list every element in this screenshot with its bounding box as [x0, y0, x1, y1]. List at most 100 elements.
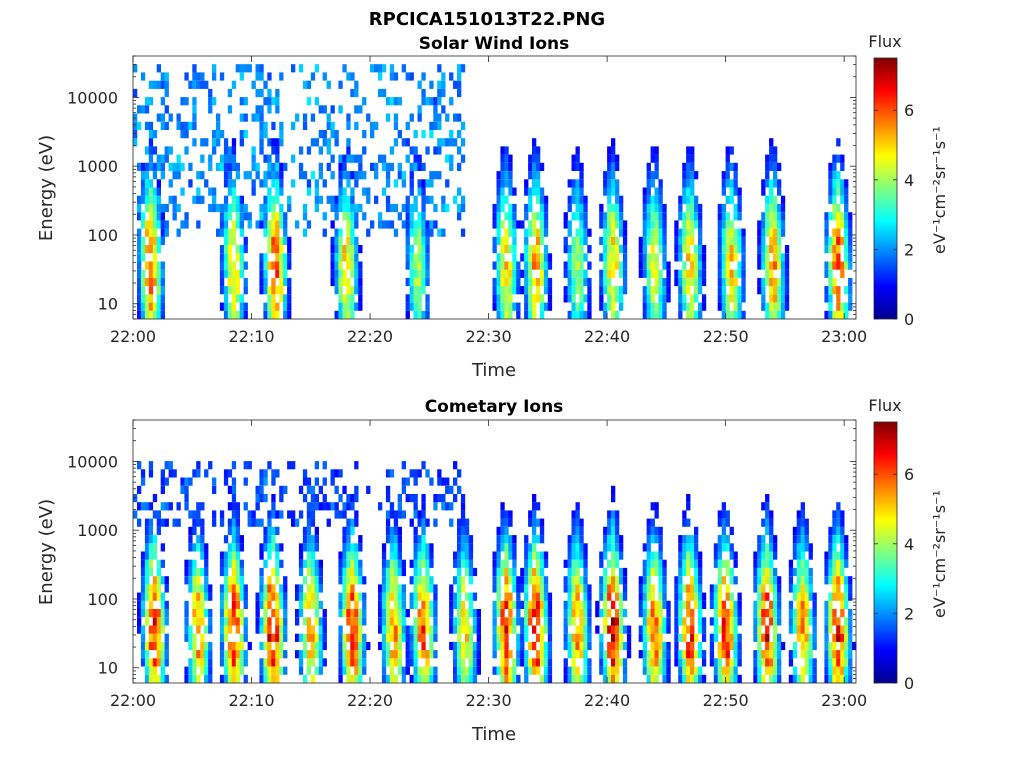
spectrogram-cell [413, 600, 418, 609]
spectrogram-cell [694, 674, 699, 683]
spectrogram-cell [334, 228, 339, 237]
spectrogram-cell [607, 526, 612, 535]
spectrogram-cell [500, 535, 505, 544]
spectrogram-cell [737, 674, 742, 683]
spectrogram-cell [235, 650, 240, 659]
spectrogram-cell [650, 592, 655, 601]
spectrogram-cell [397, 617, 402, 626]
spectrogram-cell [571, 551, 576, 560]
spectrogram-cell [619, 617, 624, 626]
spectrogram-cell [528, 310, 533, 319]
spectrogram-cell [140, 650, 146, 659]
spectrogram-cell [765, 154, 770, 163]
spectrogram-cell [148, 212, 154, 221]
spectrogram-cell [251, 146, 256, 155]
spectrogram-cell [227, 658, 233, 667]
spectrogram-cell [848, 286, 853, 295]
spectrogram-cell [800, 633, 805, 642]
spectrogram-cell [611, 526, 616, 535]
spectrogram-cell [721, 641, 726, 651]
spectrogram-cell [334, 212, 339, 221]
spectrogram-cell [358, 650, 363, 659]
spectrogram-cell [532, 138, 537, 147]
spectrogram-cell [279, 641, 284, 651]
spectrogram-cell [532, 179, 537, 188]
spectrogram-cell [200, 171, 205, 180]
spectrogram-cell [148, 609, 154, 618]
spectrogram-cell [690, 666, 695, 675]
spectrogram-cell [389, 502, 395, 511]
spectrogram-cell [615, 195, 620, 204]
spectrogram-cell [694, 551, 699, 560]
x-tick-label: 22:40 [584, 691, 630, 710]
spectrogram-cell [358, 269, 363, 278]
y-tick-label: 1000 [77, 521, 118, 540]
spectrogram-cell [417, 584, 422, 593]
spectrogram-cell [777, 245, 782, 254]
spectrogram-cell [378, 609, 383, 618]
spectrogram-cell [840, 658, 845, 667]
spectrogram-cell [532, 584, 537, 593]
spectrogram-cell [539, 195, 545, 204]
spectrogram-cell [508, 154, 513, 163]
spectrogram-cell [504, 674, 509, 683]
spectrogram-cell [243, 617, 248, 626]
spectrogram-cell [662, 294, 667, 303]
spectrogram-cell [646, 253, 651, 262]
spectrogram-cell [500, 510, 505, 519]
spectrogram-cell [172, 203, 177, 213]
spectrogram-cell [583, 617, 588, 626]
spectrogram-cell [654, 203, 659, 213]
spectrogram-cell [599, 220, 604, 229]
spectrogram-cell [148, 195, 154, 204]
spectrogram-cell [737, 641, 742, 651]
spectrogram-cell [476, 609, 481, 618]
spectrogram-cell [144, 203, 150, 213]
spectrogram-cell [267, 510, 272, 519]
spectrogram-cell [314, 203, 319, 213]
spectrogram-cell [492, 277, 497, 287]
spectrogram-cell [761, 212, 766, 221]
spectrogram-cell [140, 658, 146, 667]
spectrogram-cell [227, 551, 233, 560]
spectrogram-cell [417, 277, 422, 287]
spectrogram-cell [342, 576, 347, 585]
spectrogram-cell [196, 187, 201, 196]
spectrogram-cell [757, 609, 762, 618]
spectrogram-cell [208, 650, 213, 659]
spectrogram-cell [263, 203, 268, 213]
spectrogram-cell [346, 535, 351, 544]
spectrogram-cell [476, 633, 481, 642]
spectrogram-cell [792, 584, 798, 593]
spectrogram-cell [425, 600, 430, 609]
spectrogram-cell [607, 195, 612, 204]
spectrogram-cell [532, 535, 537, 544]
spectrogram-cell [547, 294, 553, 303]
spectrogram-cell [658, 535, 663, 544]
spectrogram-cell [583, 195, 588, 204]
spectrogram-cell [453, 551, 458, 560]
spectrogram-cell [389, 666, 395, 675]
spectrogram-cell [385, 113, 391, 122]
spectrogram-cell [824, 658, 829, 667]
spectrogram-cell [405, 154, 410, 163]
spectrogram-cell [429, 641, 434, 651]
spectrogram-cell [275, 171, 280, 180]
spectrogram-cell [615, 526, 620, 535]
spectrogram-cell [326, 113, 331, 122]
spectrogram-cell [346, 617, 351, 626]
spectrogram-cell [658, 641, 663, 651]
spectrogram-cell [156, 212, 161, 221]
spectrogram-cell [263, 535, 268, 544]
spectrogram-cell [611, 617, 616, 626]
spectrogram-cell [761, 592, 766, 601]
spectrogram-cell [350, 261, 355, 270]
spectrogram-cell [646, 666, 651, 675]
spectrogram-cell [397, 592, 402, 601]
spectrogram-cell [160, 154, 165, 163]
spectrogram-cell [437, 469, 442, 478]
spectrogram-cell [417, 576, 422, 585]
spectrogram-cell [259, 88, 264, 98]
spectrogram-cell [385, 518, 391, 527]
spectrogram-cell [579, 269, 584, 278]
